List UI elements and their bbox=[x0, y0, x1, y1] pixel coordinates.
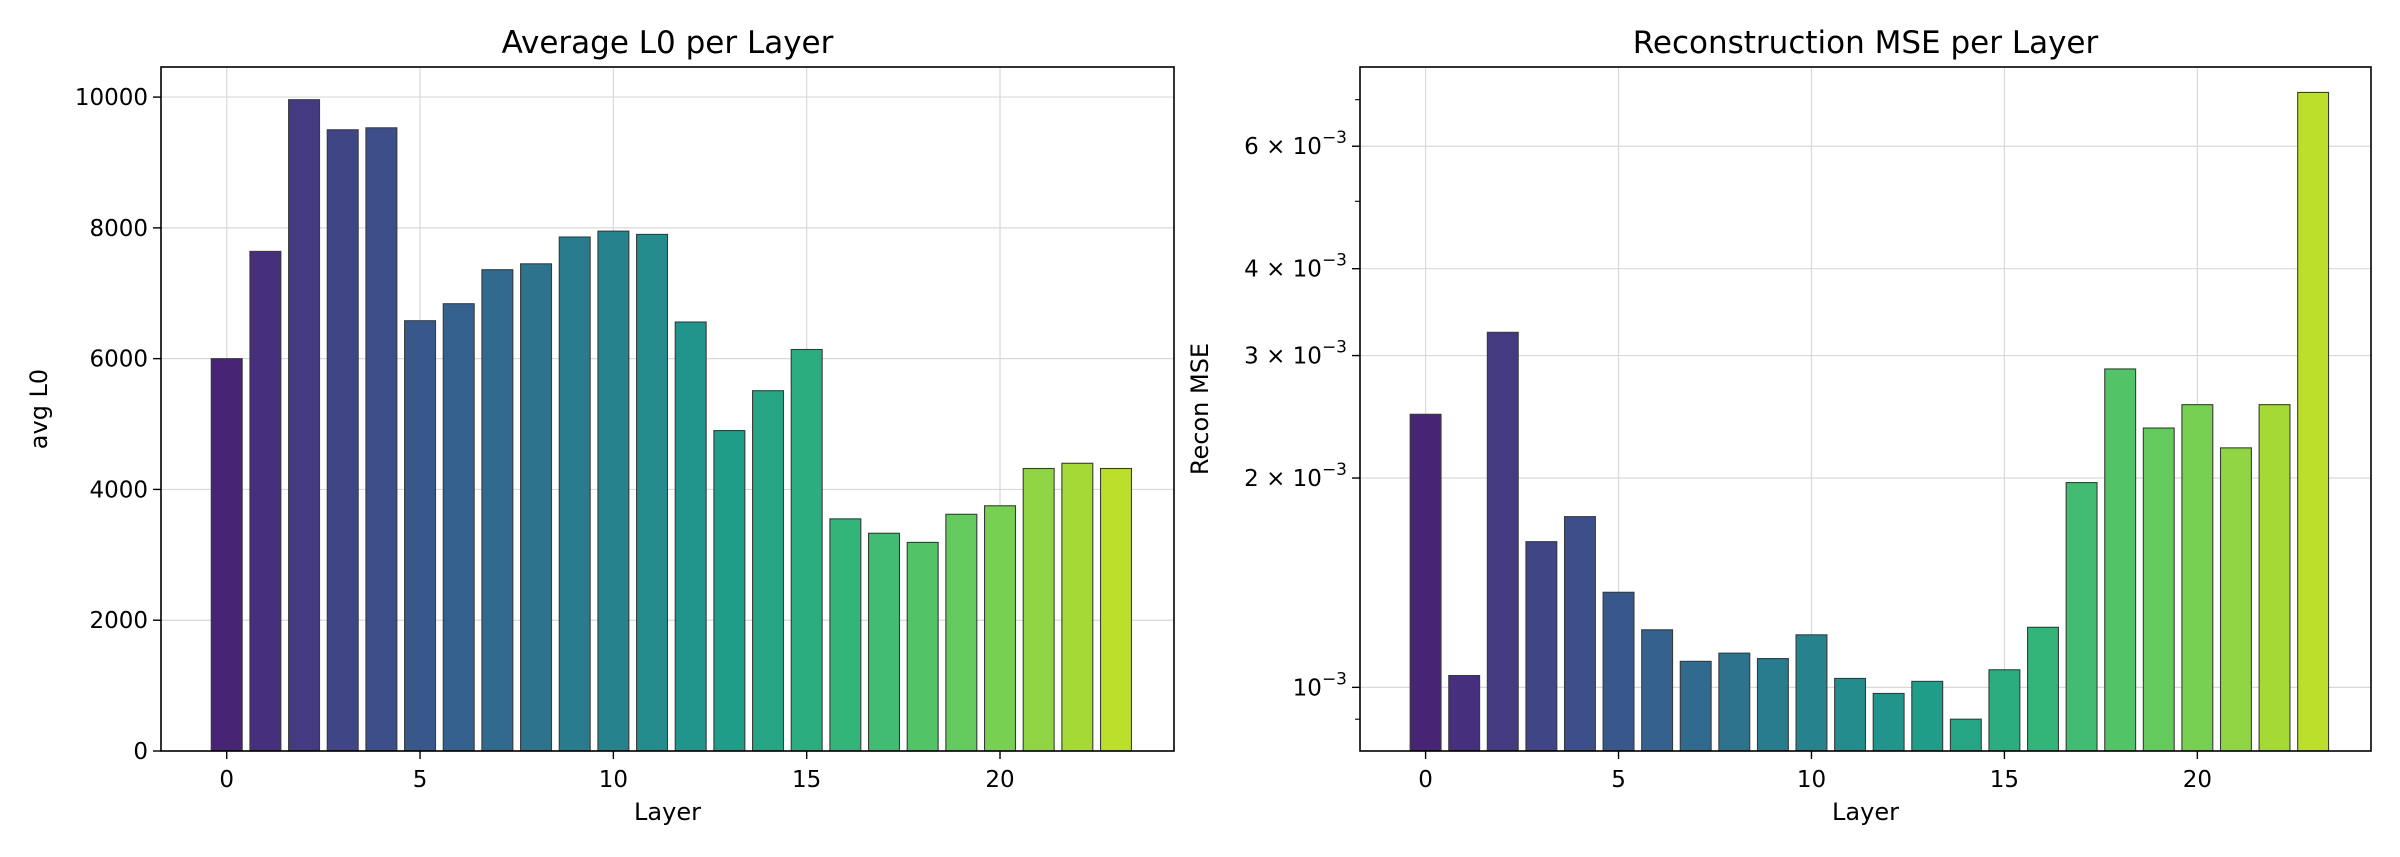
bar-layer-6 bbox=[442, 303, 475, 752]
chart-title: Reconstruction MSE per Layer bbox=[1633, 25, 2099, 61]
bar-layer-21 bbox=[1022, 467, 1055, 752]
bar-layer-4 bbox=[1563, 516, 1596, 752]
bar-layer-10 bbox=[597, 230, 630, 752]
bar-layer-13 bbox=[713, 430, 746, 752]
bar-layer-8 bbox=[1718, 652, 1751, 752]
bar-layer-12 bbox=[1872, 692, 1905, 752]
bar-layer-7 bbox=[481, 269, 514, 752]
y-axis-label: avg L0 bbox=[25, 369, 53, 449]
bar-layer-5 bbox=[404, 320, 437, 752]
bar-layer-6 bbox=[1641, 629, 1674, 752]
chart-title: Average L0 per Layer bbox=[502, 25, 834, 61]
x-tick-label: 20 bbox=[985, 767, 1014, 793]
bar-layer-20 bbox=[983, 505, 1017, 752]
bar-layer-18 bbox=[906, 541, 939, 752]
bar-layer-23 bbox=[1099, 467, 1133, 752]
y-tick-label: 0 bbox=[133, 739, 148, 765]
bar-layer-8 bbox=[520, 263, 553, 752]
bar-layer-10 bbox=[1795, 634, 1828, 752]
chart-average-l0: 0 5 10 15 20 0 2000 4000 6000 8000 10000 Average L0… bbox=[25, 25, 1175, 826]
bar-layer-19 bbox=[945, 513, 978, 752]
bar-layer-14 bbox=[752, 390, 785, 752]
bar-layer-16 bbox=[829, 518, 862, 752]
x-axis-label: Layer bbox=[1832, 798, 1899, 826]
bar-layer-0 bbox=[1409, 413, 1442, 752]
bar-layer-15 bbox=[1988, 669, 2021, 752]
y-tick-label: 10−3 bbox=[1293, 669, 1347, 701]
y-tick-label: 2000 bbox=[89, 608, 148, 634]
x-tick-label: 5 bbox=[413, 767, 428, 793]
bar-layer-17 bbox=[868, 532, 901, 752]
x-tick-label: 20 bbox=[2183, 767, 2212, 793]
bar-layer-0 bbox=[210, 358, 243, 752]
bar-layer-4 bbox=[365, 127, 398, 752]
y-tick-label: 6 × 10−3 bbox=[1244, 128, 1347, 160]
bar-layer-1 bbox=[249, 250, 282, 752]
bar-layer-19 bbox=[2142, 427, 2175, 752]
bar-layer-16 bbox=[2027, 626, 2059, 752]
y-tick-label: 2 × 10−3 bbox=[1244, 460, 1347, 492]
x-tick-label: 0 bbox=[1418, 767, 1433, 793]
bar-layer-14 bbox=[1949, 718, 1982, 752]
bar-layer-23 bbox=[2297, 91, 2330, 752]
bar-layer-22 bbox=[1061, 462, 1094, 752]
bar-layer-13 bbox=[1911, 680, 1944, 752]
bar-layer-18 bbox=[2104, 368, 2137, 752]
bar-layer-9 bbox=[1756, 658, 1789, 752]
bar-layer-2 bbox=[288, 99, 321, 752]
bar-layer-20 bbox=[2181, 404, 2214, 752]
bar-layer-1 bbox=[1448, 674, 1481, 752]
bar-layer-7 bbox=[1679, 660, 1712, 752]
bar-layer-21 bbox=[2219, 447, 2252, 752]
x-tick-label: 10 bbox=[1797, 767, 1826, 793]
x-axis-label: Layer bbox=[634, 798, 701, 826]
bar-layer-12 bbox=[674, 321, 707, 752]
y-tick-label: 8000 bbox=[89, 216, 148, 242]
bar-layer-9 bbox=[558, 236, 591, 752]
y-tick-label: 10000 bbox=[75, 85, 148, 111]
bar-layer-17 bbox=[2065, 482, 2098, 752]
y-tick-label: 6000 bbox=[89, 347, 148, 373]
plot-frame bbox=[1359, 66, 2372, 752]
y-axis-label: Recon MSE bbox=[1186, 343, 1214, 475]
plot-frame bbox=[160, 66, 1175, 752]
x-tick-label: 15 bbox=[792, 767, 821, 793]
bar-layer-11 bbox=[636, 233, 669, 752]
x-tick-label: 0 bbox=[219, 767, 234, 793]
bar-layer-3 bbox=[1525, 541, 1558, 752]
bar-layer-5 bbox=[1602, 591, 1635, 752]
bar-layer-3 bbox=[326, 129, 359, 752]
x-tick-label: 5 bbox=[1611, 767, 1626, 793]
y-tick-label: 4 × 10−3 bbox=[1244, 251, 1347, 283]
y-tick-label: 3 × 10−3 bbox=[1244, 338, 1347, 370]
bar-layer-15 bbox=[790, 348, 823, 752]
y-tick-label: 4000 bbox=[89, 477, 148, 503]
x-tick-label: 10 bbox=[599, 767, 628, 793]
x-tick-label: 15 bbox=[1990, 767, 2019, 793]
bar-layer-2 bbox=[1486, 331, 1519, 752]
chart-reconstruction-mse: 0 5 10 15 20 10−3 2 × 10−3 3 × 10−3 4 × 10−3 6 × … bbox=[1186, 25, 2372, 826]
bar-layer-11 bbox=[1834, 677, 1867, 752]
bar-layer-22 bbox=[2258, 404, 2291, 752]
